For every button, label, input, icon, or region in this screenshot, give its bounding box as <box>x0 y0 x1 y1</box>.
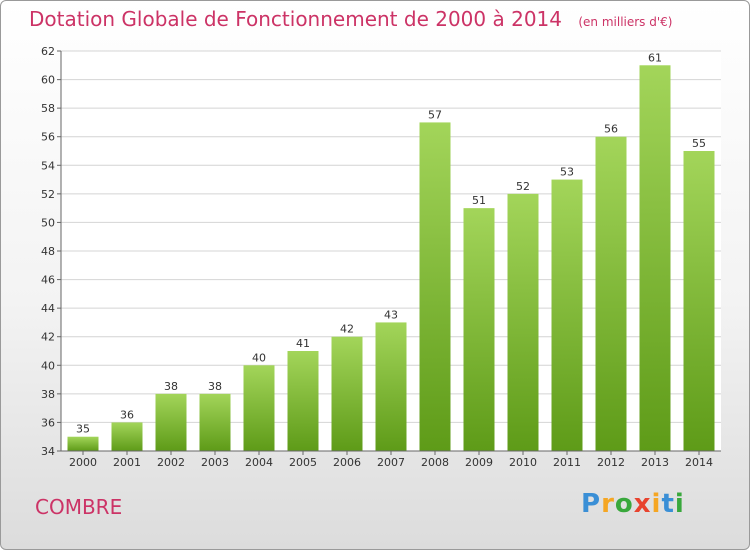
x-tick-label-2006: 2006 <box>333 456 361 469</box>
bar-2007 <box>375 322 407 451</box>
x-tick-label-2002: 2002 <box>157 456 185 469</box>
bar-2002 <box>155 393 187 451</box>
y-tick-label: 62 <box>41 45 55 58</box>
x-tick-label-2008: 2008 <box>421 456 449 469</box>
bar-2011 <box>551 179 583 452</box>
bar-2001 <box>111 422 143 451</box>
y-tick-label: 46 <box>41 274 55 287</box>
y-tick-label: 42 <box>41 331 55 344</box>
bar-2006 <box>331 336 363 451</box>
y-tick-label: 38 <box>41 388 55 401</box>
x-tick-label-2001: 2001 <box>113 456 141 469</box>
value-label-2006: 42 <box>340 323 354 336</box>
chart-unit: (en milliers d'€) <box>578 15 673 29</box>
value-label-2013: 61 <box>648 51 662 64</box>
proxiti-logo: Proxiti <box>581 489 685 519</box>
y-tick-label: 52 <box>41 188 55 201</box>
value-label-2012: 56 <box>604 123 618 136</box>
x-tick-label-2010: 2010 <box>509 456 537 469</box>
y-tick-label: 36 <box>41 416 55 429</box>
bar-2013 <box>639 65 671 452</box>
value-label-2000: 35 <box>76 423 90 436</box>
y-tick-label: 56 <box>41 131 55 144</box>
value-label-2003: 38 <box>208 380 222 393</box>
x-tick-label-2004: 2004 <box>245 456 273 469</box>
bar-2008 <box>419 122 451 451</box>
bar-2014 <box>683 151 715 451</box>
y-tick-label: 50 <box>41 216 55 229</box>
value-label-2007: 43 <box>384 308 398 321</box>
x-tick-label-2013: 2013 <box>641 456 669 469</box>
bar-2005 <box>287 351 319 451</box>
y-tick-label: 40 <box>41 359 55 372</box>
value-label-2008: 57 <box>428 108 442 121</box>
y-tick-label: 34 <box>41 445 55 458</box>
value-label-2011: 53 <box>560 166 574 179</box>
bar-2009 <box>463 208 495 451</box>
x-tick-label-2012: 2012 <box>597 456 625 469</box>
bar-2000 <box>67 436 99 451</box>
chart-title: Dotation Globale de Fonctionnement de 20… <box>29 7 672 31</box>
x-tick-label-2005: 2005 <box>289 456 317 469</box>
x-tick-label-2009: 2009 <box>465 456 493 469</box>
bar-2004 <box>243 365 275 451</box>
y-tick-label: 60 <box>41 74 55 87</box>
value-label-2009: 51 <box>472 194 486 207</box>
value-label-2001: 36 <box>120 408 134 421</box>
y-tick-label: 54 <box>41 159 55 172</box>
value-label-2005: 41 <box>296 337 310 350</box>
y-tick-label: 48 <box>41 245 55 258</box>
y-tick-label: 44 <box>41 302 55 315</box>
x-tick-label-2007: 2007 <box>377 456 405 469</box>
x-tick-label-2011: 2011 <box>553 456 581 469</box>
value-label-2014: 55 <box>692 137 706 150</box>
bar-2010 <box>507 193 539 451</box>
bar-2012 <box>595 136 627 451</box>
value-label-2004: 40 <box>252 351 266 364</box>
x-tick-label-2000: 2000 <box>69 456 97 469</box>
x-tick-label-2003: 2003 <box>201 456 229 469</box>
chart-title-text: Dotation Globale de Fonctionnement de 20… <box>29 7 562 31</box>
bar-2003 <box>199 393 231 451</box>
value-label-2002: 38 <box>164 380 178 393</box>
value-label-2010: 52 <box>516 180 530 193</box>
y-tick-label: 58 <box>41 102 55 115</box>
x-tick-label-2014: 2014 <box>685 456 713 469</box>
commune-name: COMBRE <box>35 495 123 519</box>
